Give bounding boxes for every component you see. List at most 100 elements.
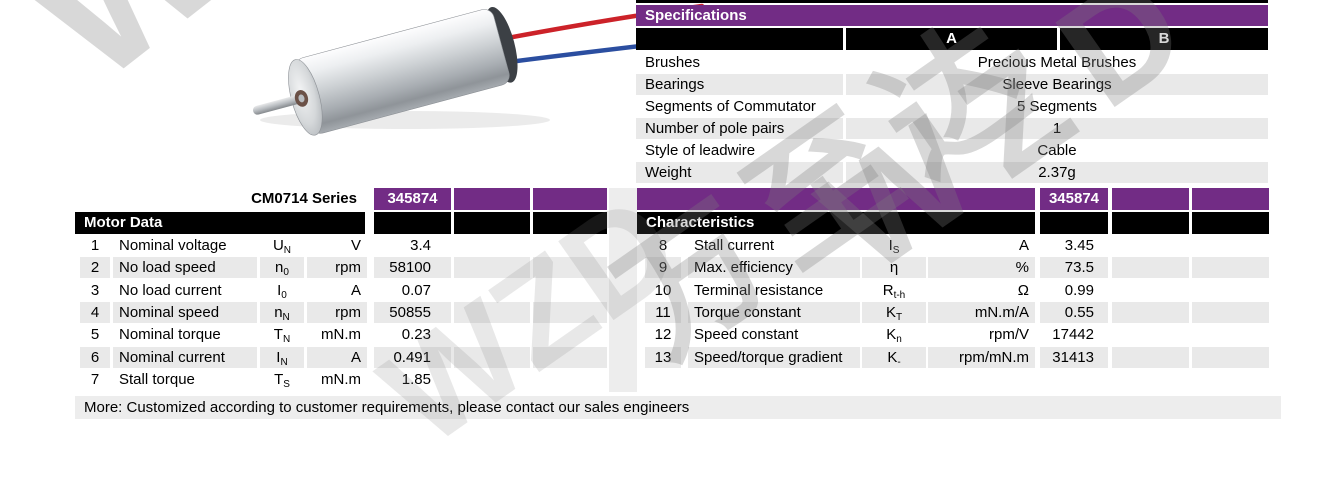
param-value: 1.85: [401, 371, 431, 388]
param-value: 3.4: [410, 237, 431, 254]
empty-value-cell: [1192, 280, 1269, 301]
spec-label: Segments of Commutator: [645, 98, 816, 115]
param-symbol: IS: [888, 237, 900, 256]
header-value-cell: [533, 212, 607, 234]
param-symbol: UN: [272, 237, 292, 256]
spec-row: Bearings Sleeve Bearings: [0, 74, 1342, 95]
table-row: 9 Max. efficiency η % 73.5: [0, 257, 1342, 278]
param-symbol: Kn: [886, 326, 902, 345]
characteristics-header-row: Characteristics: [0, 212, 1342, 234]
param-unit: Ω: [1017, 282, 1029, 299]
table-row: 6 Nominal current IN A 0.491: [0, 347, 1342, 368]
table-row: 1 Nominal voltage UN V 3.4: [0, 235, 1342, 256]
param-value: 50855: [374, 302, 451, 323]
param-unit: A: [307, 347, 367, 368]
spec-row: Weight 2.37g: [0, 162, 1342, 183]
param-symbol: KT: [862, 302, 926, 323]
spec-value: 5 Segments: [1016, 98, 1098, 115]
empty-value-cell: [1112, 324, 1189, 345]
header-value-cell: [1040, 212, 1108, 234]
param-unit: rpm/mN.m: [928, 347, 1035, 368]
param-unit: rpm: [307, 302, 367, 323]
footer-note: More: Customized according to customer r…: [75, 396, 1281, 419]
spec-row: Brushes Precious Metal Brushes: [0, 52, 1342, 73]
param-symbol: TS: [274, 371, 290, 390]
table-row: 8 Stall current IS A 3.45: [0, 235, 1342, 256]
param-name: Nominal voltage: [119, 237, 227, 254]
spec-row: Segments of Commutator 5 Segments: [0, 96, 1342, 117]
empty-value-cell: [1192, 235, 1269, 256]
empty-value-cell: [454, 302, 530, 323]
param-value: 31413: [1040, 347, 1108, 368]
param-unit: rpm/V: [988, 326, 1029, 343]
empty-value-cell: [1112, 280, 1189, 301]
param-value: 0.23: [401, 326, 431, 343]
empty-value-cell: [1192, 324, 1269, 345]
spec-column-header-row: A B: [0, 28, 1342, 50]
spec-column-a: A: [846, 28, 1057, 50]
empty-value-cell: [1192, 347, 1269, 368]
spec-label: Weight: [636, 162, 843, 183]
motor-hub-center: [298, 94, 305, 103]
param-name: Torque constant: [688, 302, 860, 323]
param-unit: mN.m: [321, 326, 361, 343]
table-row: 12 Speed constant Kn rpm/V 17442: [0, 324, 1342, 345]
param-name: No load speed: [113, 257, 257, 278]
model-number-cell: 345874: [374, 188, 451, 210]
param-unit: A: [350, 282, 361, 299]
spec-column-b: B: [1060, 28, 1268, 50]
empty-value-cell: [1112, 302, 1189, 323]
param-symbol: TN: [273, 326, 291, 345]
param-symbol: K-: [862, 347, 926, 368]
param-symbol: IN: [260, 347, 304, 368]
row-number: 1: [90, 237, 100, 254]
row-number: 11: [645, 302, 681, 323]
param-value: 73.5: [1040, 257, 1108, 278]
param-symbol: nN: [260, 302, 304, 323]
param-name: Nominal current: [113, 347, 257, 368]
spec-label: Brushes: [645, 54, 701, 71]
param-name: Speed constant: [694, 326, 799, 343]
param-symbol: n0: [260, 257, 304, 278]
param-value: 17442: [1052, 326, 1094, 343]
empty-value-cell: [1112, 257, 1189, 278]
param-unit: %: [928, 257, 1035, 278]
row-number: 9: [645, 257, 681, 278]
spec-value: 2.37g: [846, 162, 1268, 183]
param-unit: mN.m: [321, 371, 361, 388]
motor-data-header-row: Motor Data: [0, 212, 1342, 234]
empty-value-cell: [1192, 257, 1269, 278]
param-value: 58100: [374, 257, 451, 278]
characteristics-model-row: 345874: [0, 188, 1342, 210]
table-row: 2 No load speed n0 rpm 58100: [0, 257, 1342, 278]
motor-data-title: Motor Data: [75, 212, 365, 234]
row-number: 8: [658, 237, 668, 254]
spec-label: Bearings: [636, 74, 843, 95]
characteristics-title: Characteristics: [637, 212, 1035, 234]
param-value: 3.45: [1064, 237, 1094, 254]
table-row: 4 Nominal speed nN rpm 50855: [0, 302, 1342, 323]
purple-band: [637, 188, 1035, 210]
table-row: 10 Terminal resistance Rt-h Ω 0.99: [0, 280, 1342, 301]
header-value-cell: [1112, 212, 1189, 234]
empty-value-cell: [533, 369, 607, 390]
table-row: 11 Torque constant KT mN.m/A 0.55: [0, 302, 1342, 323]
param-value: 0.99: [1064, 282, 1094, 299]
table-row: 13 Speed/torque gradient K- rpm/mN.m 314…: [0, 347, 1342, 368]
spec-label: Number of pole pairs: [636, 118, 843, 139]
spec-row: Number of pole pairs 1: [0, 118, 1342, 139]
row-number: 12: [654, 326, 672, 343]
spec-header-blank: [636, 28, 843, 50]
param-unit: mN.m/A: [928, 302, 1035, 323]
row-number: 3: [90, 282, 100, 299]
param-value: 0.55: [1040, 302, 1108, 323]
spec-value: Cable: [1037, 142, 1077, 159]
empty-value-cell: [533, 257, 607, 278]
spec-value: 1: [846, 118, 1268, 139]
param-unit: A: [1018, 237, 1029, 254]
table-row: 3 No load current I0 A 0.07: [0, 280, 1342, 301]
spec-label: Style of leadwire: [645, 142, 756, 159]
table-row: 5 Nominal torque TN mN.m 0.23: [0, 324, 1342, 345]
row-number: 10: [654, 282, 672, 299]
param-name: Max. efficiency: [688, 257, 860, 278]
